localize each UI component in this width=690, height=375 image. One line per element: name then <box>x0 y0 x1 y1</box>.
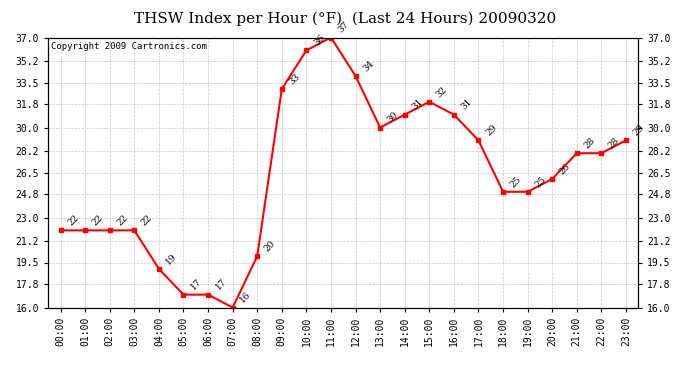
Text: 22: 22 <box>66 213 81 228</box>
Text: 36: 36 <box>312 33 326 48</box>
Text: 28: 28 <box>607 136 621 150</box>
Text: 20: 20 <box>263 239 277 253</box>
Text: 32: 32 <box>435 85 449 99</box>
Text: 22: 22 <box>90 213 105 228</box>
Text: 30: 30 <box>386 110 400 125</box>
Text: 25: 25 <box>533 174 548 189</box>
Text: 22: 22 <box>115 213 130 228</box>
Text: 22: 22 <box>140 213 154 228</box>
Text: 29: 29 <box>631 123 646 138</box>
Text: 28: 28 <box>582 136 597 150</box>
Text: THSW Index per Hour (°F)  (Last 24 Hours) 20090320: THSW Index per Hour (°F) (Last 24 Hours)… <box>134 11 556 26</box>
Text: 19: 19 <box>164 252 179 266</box>
Text: 34: 34 <box>361 59 375 73</box>
Text: 16: 16 <box>238 290 253 305</box>
Text: 29: 29 <box>484 123 498 138</box>
Text: 31: 31 <box>460 98 474 112</box>
Text: 25: 25 <box>509 174 523 189</box>
Text: 26: 26 <box>558 162 572 176</box>
Text: 37: 37 <box>337 20 351 35</box>
Text: 17: 17 <box>189 278 204 292</box>
Text: Copyright 2009 Cartronics.com: Copyright 2009 Cartronics.com <box>51 42 207 51</box>
Text: 33: 33 <box>287 72 302 86</box>
Text: 17: 17 <box>214 278 228 292</box>
Text: 31: 31 <box>411 98 424 112</box>
